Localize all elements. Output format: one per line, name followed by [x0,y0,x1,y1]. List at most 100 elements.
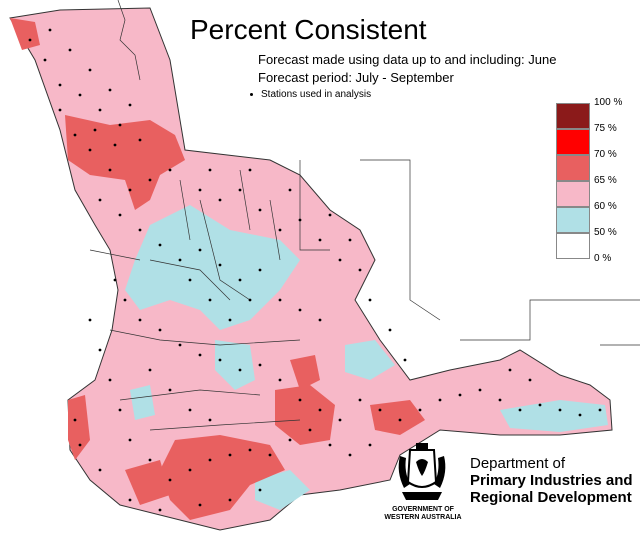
station-dot [218,198,222,202]
legend-label: 50 % [594,227,617,238]
station-dot [268,453,272,457]
station-dot [98,468,102,472]
region-cyan-west [130,385,155,420]
station-dot [298,308,302,312]
region-cyan-south [255,470,310,510]
station-dot [358,268,362,272]
stations-legend: Stations used in analysis [250,89,371,100]
station-dot [208,418,212,422]
station-dot [328,443,332,447]
legend-row: 50 % 0 % [556,227,636,264]
station-dot [88,318,92,322]
station-dot [298,398,302,402]
station-dot [338,418,342,422]
region-red-east [370,400,425,435]
legend-label: 60 % [594,201,617,212]
station-dot [248,168,252,172]
district-boundaries [89,0,640,431]
region-cyan-east [345,340,395,380]
station-dot [98,348,102,352]
legend-swatch [556,233,590,259]
station-dot [108,168,112,172]
station-dot [398,418,402,422]
station-dot [228,318,232,322]
station-dot [188,468,192,472]
color-legend: 100 % 75 % 70 % 65 % 60 % 50 % 0 % [556,97,636,264]
station-dot [498,398,502,402]
station-dot [158,243,162,247]
legend-label: 70 % [594,149,617,160]
region-red-mid [290,355,320,390]
station-dot [338,258,342,262]
station-dot [278,228,282,232]
station-dot [88,68,92,72]
station-dot [88,148,92,152]
station-dot [538,403,542,407]
station-dot [368,443,372,447]
station-dot [78,443,82,447]
legend-row: 100 % [556,97,636,129]
forecast-made-text: Forecast made using data up to and inclu… [258,52,557,67]
government-line-1: GOVERNMENT OF [392,506,454,513]
station-dot [418,408,422,412]
department-line-1: Department of [470,455,566,472]
station-dot [403,358,407,362]
station-dot [378,408,382,412]
station-dot [188,408,192,412]
station-dot [58,108,62,112]
station-dot [318,408,322,412]
region-red-midsouth [275,385,335,445]
station-dot [148,458,152,462]
region-red-north [65,115,185,210]
station-dot [58,83,62,87]
station-dot [48,28,52,32]
legend-row: 75 % [556,123,636,155]
station-dot [128,188,132,192]
station-dot [108,378,112,382]
station-dot [118,213,122,217]
station-dot [198,503,202,507]
station-dot [238,278,242,282]
station-dot-icon [250,92,253,96]
station-dot [318,318,322,322]
region-pink-base [9,7,613,531]
station-dot [228,498,232,502]
legend-swatch [556,207,590,233]
region-red-south [160,435,285,520]
legend-row: 70 % [556,149,636,181]
region-red-nw-tip [10,18,40,50]
station-dot [208,298,212,302]
station-dot [198,353,202,357]
station-dot [278,298,282,302]
station-dot [98,108,102,112]
station-dot [113,143,117,147]
station-dot [128,498,132,502]
legend-swatch [556,155,590,181]
map-title: Percent Consistent [190,14,427,45]
station-dot [248,448,252,452]
legend-swatch [556,129,590,155]
station-dot [113,278,117,282]
station-dots [28,28,602,512]
station-dot [188,278,192,282]
station-dot [168,168,172,172]
region-cyan-central [125,205,300,330]
station-dot [78,93,82,97]
station-dot [348,453,352,457]
station-dot [198,248,202,252]
legend-label: 65 % [594,175,617,186]
legend-label: 75 % [594,123,617,134]
station-dot [358,398,362,402]
station-dot [178,258,182,262]
department-name: Department of Primary Industries and Reg… [470,455,633,506]
station-dot [258,208,262,212]
station-dot [168,388,172,392]
station-dot [158,328,162,332]
station-dot [28,38,32,42]
legend-swatch [556,103,590,129]
station-dot [258,268,262,272]
forecast-period-text: Forecast period: July - September [258,70,454,85]
department-line-3: Regional Development [470,489,632,506]
